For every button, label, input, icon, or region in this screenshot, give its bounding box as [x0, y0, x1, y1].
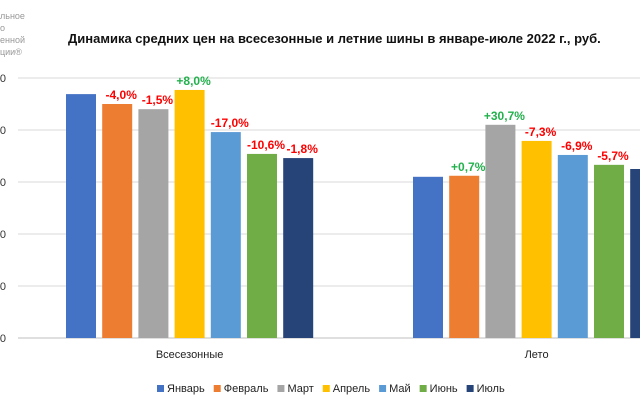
logo: льное о енной ции®	[0, 10, 25, 58]
legend-label: Январь	[167, 383, 205, 395]
data-label: -6,9%	[561, 139, 593, 153]
data-label: -7,3%	[525, 125, 557, 139]
y-tick-label: 0	[0, 229, 6, 241]
y-tick-label: 0	[0, 281, 6, 293]
bar	[66, 94, 96, 339]
data-label: -1,5%	[142, 93, 174, 107]
bar	[413, 176, 443, 338]
logo-line: о	[0, 23, 6, 33]
legend-swatch	[277, 385, 285, 392]
legend-swatch	[419, 385, 427, 392]
y-tick-label: 0	[0, 125, 6, 137]
bar	[138, 109, 169, 338]
x-tick-label: Лето	[525, 349, 549, 361]
data-label: +30,7%	[484, 109, 525, 123]
data-label: -4,0%	[106, 88, 138, 102]
data-label: -17,0%	[211, 116, 249, 130]
bar	[557, 154, 588, 338]
bar	[594, 164, 624, 338]
bar	[485, 124, 516, 338]
data-label: +0,7%	[451, 160, 486, 174]
data-label: -1,8%	[287, 142, 319, 156]
bar	[102, 104, 133, 338]
x-tick-label: Всесезонные	[156, 349, 224, 361]
legend-label: Март	[287, 383, 313, 395]
legend-label: Май	[389, 383, 411, 395]
bar	[210, 132, 241, 338]
legend-label: Июль	[477, 383, 505, 395]
y-tick-label: 0	[0, 177, 6, 189]
bar	[521, 140, 552, 338]
data-label: -10,6%	[247, 138, 285, 152]
y-tick-label: 0	[0, 73, 6, 85]
legend-swatch	[379, 385, 387, 392]
bar	[247, 153, 277, 338]
legend-swatch	[157, 385, 164, 392]
bar	[174, 89, 205, 339]
legend-swatch	[213, 385, 221, 392]
bar	[449, 175, 480, 338]
bar	[630, 169, 640, 338]
bar	[283, 158, 314, 338]
legend-swatch	[322, 385, 330, 392]
chart-title: Динамика средних цен на всесезонные и ле…	[68, 31, 601, 46]
logo-line: енной	[0, 35, 25, 45]
y-tick-label: 0	[0, 333, 6, 345]
legend-label: Июнь	[430, 383, 458, 395]
data-label: +8,0%	[176, 74, 211, 88]
legend-swatch	[466, 385, 474, 392]
logo-line: льное	[0, 11, 25, 21]
data-label: -5,7%	[597, 149, 629, 163]
logo-line: ции®	[0, 47, 22, 57]
legend-label: Апрель	[333, 383, 371, 395]
legend-label: Февраль	[224, 383, 269, 395]
